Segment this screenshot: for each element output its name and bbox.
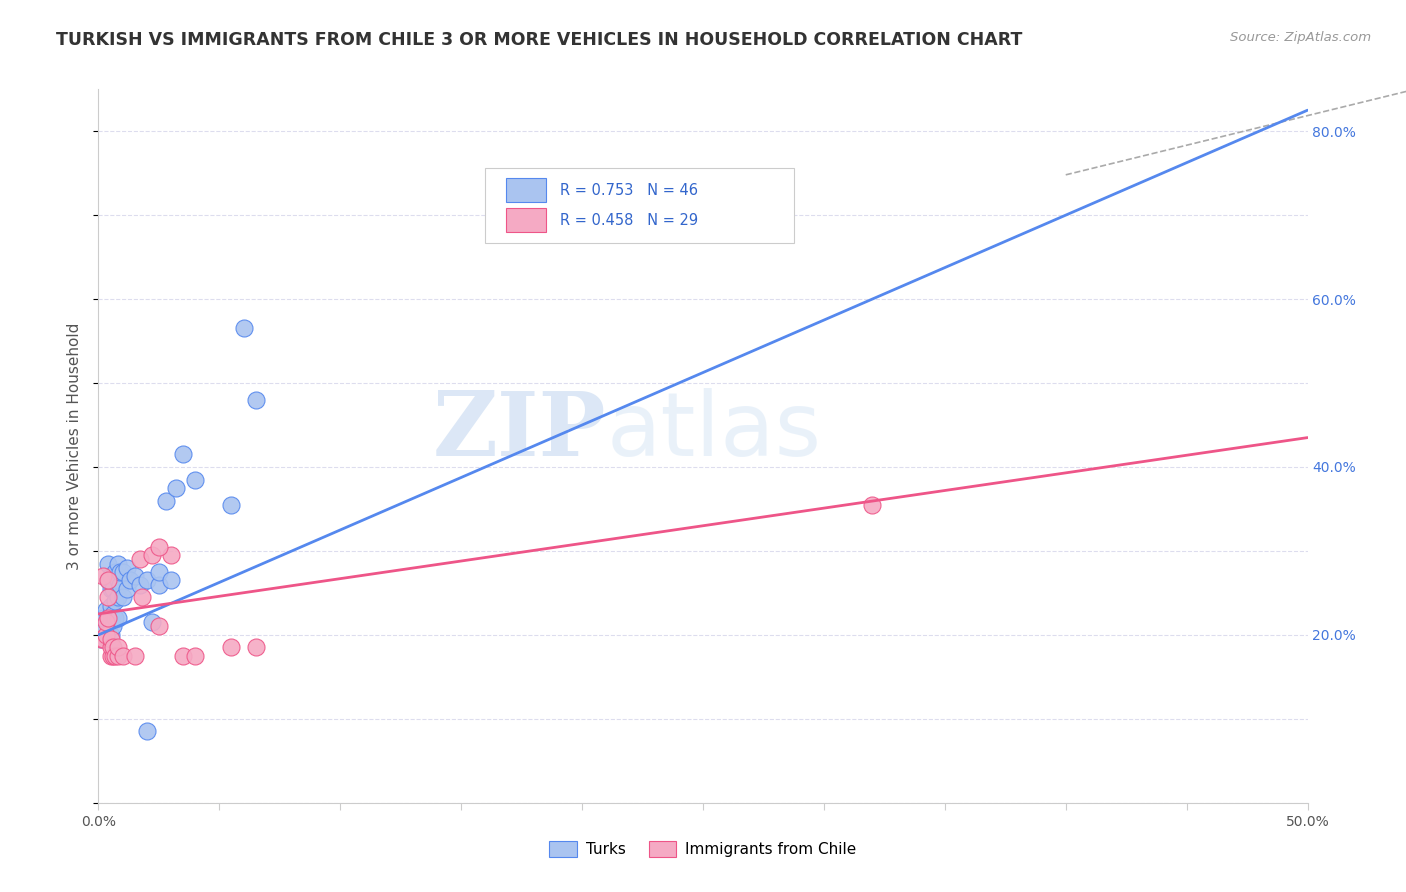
Point [108,577,131,591]
Point [135,724,157,739]
Point [148,619,170,633]
Point [91,569,114,583]
Point [245,640,267,655]
Point [128,577,150,591]
Point [100,628,122,642]
Point [100,640,122,655]
Point [91,611,114,625]
Text: R = 0.753   N = 46: R = 0.753 N = 46 [561,183,699,198]
Point [97,632,120,646]
Point [101,607,124,621]
Point [172,648,194,663]
Point [221,498,243,512]
Point [131,590,153,604]
Point [221,640,243,655]
Point [165,481,187,495]
Point [160,574,183,588]
FancyBboxPatch shape [506,209,546,232]
Point [97,590,120,604]
Point [107,640,129,655]
Point [108,565,131,579]
Point [100,582,122,596]
Point [104,611,127,625]
Point [124,569,146,583]
Point [91,632,114,646]
Point [101,619,124,633]
Point [148,540,170,554]
Point [97,611,120,625]
Point [101,648,124,663]
Text: TURKISH VS IMMIGRANTS FROM CHILE 3 OR MORE VEHICLES IN HOUSEHOLD CORRELATION CHA: TURKISH VS IMMIGRANTS FROM CHILE 3 OR MO… [56,31,1022,49]
Point [860,498,883,512]
FancyBboxPatch shape [506,178,546,202]
Point [245,392,267,407]
Point [128,552,150,566]
Point [172,447,194,461]
Point [100,648,122,663]
Point [94,615,117,630]
Point [97,574,120,588]
Point [232,321,254,335]
Text: Source: ZipAtlas.com: Source: ZipAtlas.com [1230,31,1371,45]
Point [107,611,129,625]
Point [107,648,129,663]
Point [104,594,127,608]
Point [100,632,122,646]
Point [100,599,122,613]
Point [100,569,122,583]
Point [148,577,170,591]
Point [94,628,117,642]
Point [104,648,127,663]
Point [184,473,207,487]
Point [111,565,134,579]
Point [97,574,120,588]
Point [94,603,117,617]
Point [97,557,120,571]
Point [117,560,139,574]
Point [100,607,122,621]
Point [100,615,122,630]
Point [90,632,112,646]
Point [104,565,127,579]
Text: ZIP: ZIP [433,388,606,475]
Text: atlas: atlas [606,388,821,475]
Point [141,615,163,630]
Point [118,574,141,588]
Legend: Turks, Immigrants from Chile: Turks, Immigrants from Chile [543,835,863,863]
Point [111,648,134,663]
Point [91,619,114,633]
Point [184,648,207,663]
Point [107,574,129,588]
Point [111,590,134,604]
FancyBboxPatch shape [485,168,793,243]
Point [141,548,163,562]
Point [97,611,120,625]
Point [155,493,177,508]
Point [101,582,124,596]
Point [107,557,129,571]
Point [101,640,124,655]
Point [124,648,146,663]
Point [90,632,112,646]
Point [160,548,183,562]
Y-axis label: 3 or more Vehicles in Household: 3 or more Vehicles in Household [67,322,83,570]
Point [135,574,157,588]
Point [117,582,139,596]
Text: R = 0.458   N = 29: R = 0.458 N = 29 [561,212,699,227]
Point [107,590,129,604]
Point [148,565,170,579]
